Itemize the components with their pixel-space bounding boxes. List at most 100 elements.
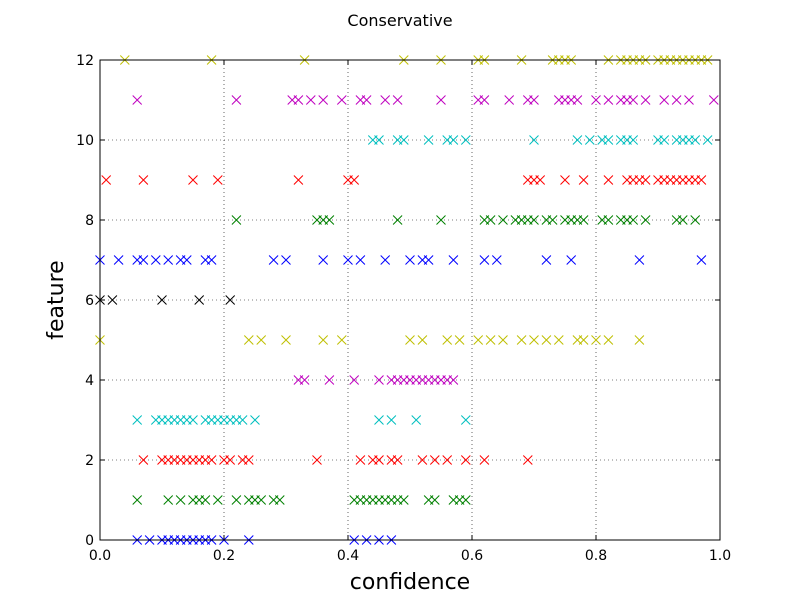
data-point-feature-9: [640, 175, 651, 185]
data-point-feature-2: [138, 455, 149, 465]
data-point-feature-11: [603, 95, 614, 105]
data-point-feature-5: [318, 335, 329, 345]
data-point-feature-9: [578, 175, 589, 185]
data-point-feature-11: [361, 95, 372, 105]
data-point-feature-5: [591, 335, 601, 345]
data-point-feature-2: [312, 455, 322, 465]
data-point-feature-4: [448, 375, 459, 385]
data-point-feature-8: [436, 215, 446, 225]
data-point-feature-7: [696, 255, 707, 265]
data-point-feature-9: [138, 175, 149, 185]
data-point-feature-1: [274, 495, 285, 505]
data-point-feature-3: [460, 415, 471, 425]
data-point-feature-1: [460, 495, 471, 505]
data-point-feature-1: [132, 495, 143, 505]
x-tick-label: 0.6: [461, 548, 483, 564]
data-point-feature-10: [448, 135, 459, 145]
data-point-feature-1: [163, 495, 174, 505]
data-point-feature-9: [212, 175, 223, 185]
data-point-feature-1: [200, 495, 211, 505]
data-point-feature-7: [343, 255, 353, 265]
data-point-feature-4: [349, 375, 360, 385]
data-point-feature-5: [529, 335, 539, 345]
data-point-feature-2: [479, 455, 490, 465]
data-point-feature-7: [566, 255, 577, 265]
data-point-feature-4: [324, 375, 335, 385]
data-point-feature-2: [206, 455, 217, 465]
data-point-feature-5: [541, 335, 552, 345]
data-point-feature-11: [684, 95, 694, 105]
data-point-feature-1: [429, 495, 440, 505]
y-tick-label: 4: [85, 373, 94, 389]
data-point-feature-2: [355, 455, 366, 465]
data-point-feature-5: [281, 335, 291, 345]
data-point-feature-1: [175, 495, 186, 505]
data-point-feature-11: [318, 95, 329, 105]
data-point-feature-2: [243, 455, 254, 465]
data-point-feature-3: [237, 415, 248, 425]
data-point-feature-11: [659, 95, 670, 105]
data-point-feature-5: [473, 335, 484, 345]
data-point-feature-9: [603, 175, 614, 185]
y-tick-label: 8: [85, 213, 94, 229]
data-point-feature-10: [702, 135, 713, 145]
data-point-feature-8: [640, 215, 651, 225]
chart-title: Conservative: [347, 11, 452, 30]
y-tick-label: 12: [76, 53, 94, 69]
x-tick-label: 1.0: [709, 548, 731, 564]
data-point-feature-7: [423, 255, 434, 265]
data-point-feature-5: [417, 335, 428, 345]
data-point-feature-8: [690, 215, 701, 225]
x-tick-label: 0.2: [213, 548, 235, 564]
data-point-feature-11: [640, 95, 651, 105]
data-point-feature-5: [243, 335, 254, 345]
data-point-feature-11: [529, 95, 539, 105]
data-point-feature-8: [603, 215, 614, 225]
data-point-feature-4: [374, 375, 384, 385]
data-point-feature-8: [677, 215, 688, 225]
data-point-feature-1: [256, 495, 267, 505]
data-point-feature-7: [479, 255, 490, 265]
y-tick-label: 6: [85, 293, 94, 309]
data-point-feature-5: [442, 335, 453, 345]
data-point-feature-11: [231, 95, 242, 105]
data-point-feature-4: [299, 375, 310, 385]
data-point-feature-10: [603, 135, 614, 145]
data-point-feature-5: [485, 335, 496, 345]
data-point-feature-3: [386, 415, 397, 425]
data-point-feature-2: [522, 455, 533, 465]
data-point-feature-3: [411, 415, 422, 425]
data-point-feature-3: [188, 415, 198, 425]
data-point-feature-2: [429, 455, 440, 465]
data-point-feature-2: [417, 455, 428, 465]
x-tick-label: 0.0: [89, 548, 111, 564]
data-point-feature-7: [380, 255, 391, 265]
data-point-feature-7: [634, 255, 645, 265]
data-point-feature-10: [572, 135, 583, 145]
data-point-feature-3: [132, 415, 143, 425]
data-point-feature-6: [225, 295, 236, 305]
data-point-feature-10: [398, 135, 409, 145]
data-point-feature-7: [491, 255, 502, 265]
data-point-feature-5: [516, 335, 527, 345]
data-point-feature-6: [107, 295, 118, 305]
axis-ticks: 0.0 0.2 0.4 0.6 0.8 1.0 0 2 4 6 8 10 12: [76, 53, 731, 564]
data-point-feature-11: [708, 95, 719, 105]
x-tick-label: 0.4: [337, 548, 359, 564]
data-point-feature-6: [157, 295, 167, 305]
data-point-feature-8: [324, 215, 335, 225]
data-point-feature-2: [374, 455, 384, 465]
data-point-feature-7: [150, 255, 161, 265]
data-point-feature-8: [529, 215, 539, 225]
data-point-feature-7: [541, 255, 552, 265]
data-point-feature-11: [380, 95, 391, 105]
data-point-feature-3: [374, 415, 384, 425]
data-point-feature-11: [293, 95, 304, 105]
data-point-feature-5: [256, 335, 267, 345]
y-axis-label: feature: [44, 260, 69, 339]
data-point-feature-10: [690, 135, 701, 145]
data-point-feature-11: [132, 95, 143, 105]
data-point-feature-7: [281, 255, 291, 265]
y-tick-label: 10: [76, 133, 94, 149]
data-point-feature-5: [498, 335, 508, 345]
